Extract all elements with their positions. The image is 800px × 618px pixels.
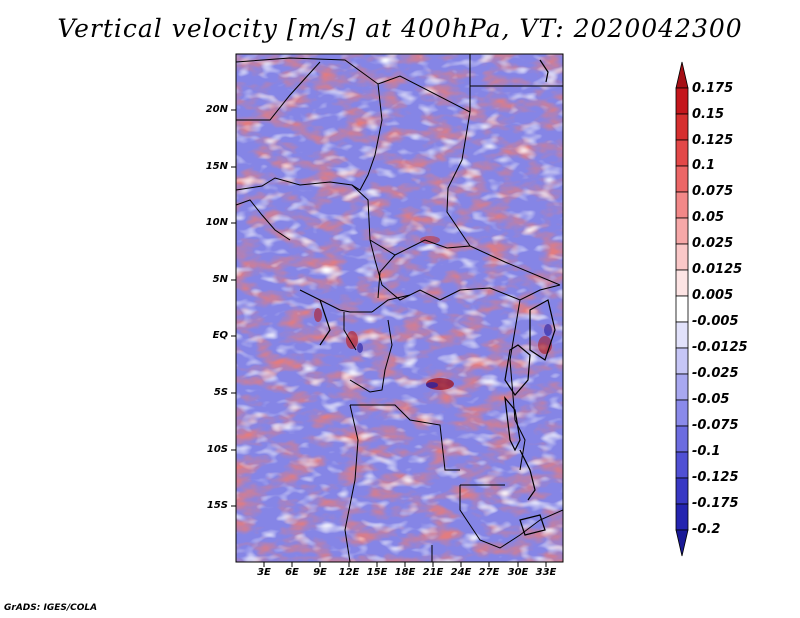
colorbar-label: 0.175 <box>692 81 734 96</box>
colorbar-segment <box>675 269 689 297</box>
colorbar-label: -0.025 <box>692 366 739 381</box>
lon-label-33e: 33E <box>535 567 557 578</box>
velocity-field <box>236 54 563 562</box>
grads-credit: GrADS: IGES/COLA <box>4 603 98 613</box>
lon-label-24e: 24E <box>450 567 472 578</box>
colorbar-segment <box>675 399 689 427</box>
lon-label-18e: 18E <box>394 567 416 578</box>
colorbar-segment <box>675 295 689 323</box>
colorbar-segment <box>675 451 689 479</box>
lat-label-15s: 15S <box>206 500 228 511</box>
lon-label-15e: 15E <box>366 567 388 578</box>
colorbar-label: -0.0125 <box>692 340 748 355</box>
lon-label-30e: 30E <box>507 567 529 578</box>
colorbar-segment <box>675 373 689 401</box>
colorbar-label: 0.005 <box>692 288 734 303</box>
lat-label-10s: 10S <box>206 444 228 455</box>
colorbar-segment <box>675 87 689 115</box>
colorbar-label: 0.125 <box>692 133 734 148</box>
colorbar-segment <box>675 503 689 531</box>
map-frame <box>235 53 564 563</box>
colorbar-segment <box>675 321 689 349</box>
colorbar-label: 0.05 <box>692 210 725 225</box>
strong-downdraft-patches <box>357 324 552 388</box>
colorbar-segment <box>675 347 689 375</box>
lon-label-21e: 21E <box>422 567 444 578</box>
lon-label-12e: 12E <box>338 567 360 578</box>
colorbar-label: -0.175 <box>692 496 739 511</box>
colorbar-label: -0.05 <box>692 392 730 407</box>
colorbar-segment <box>675 217 689 245</box>
colorbar-label: 0.1 <box>692 158 716 173</box>
colorbar-segment <box>675 191 689 219</box>
axis-ticks <box>231 109 547 567</box>
lon-label-9e: 9E <box>313 567 327 578</box>
lon-label-3e: 3E <box>257 567 271 578</box>
lat-label-eq: EQ <box>212 330 228 341</box>
colorbar-top-arrow <box>675 61 689 89</box>
lat-label-5n: 5N <box>212 274 228 285</box>
colorbar-segment <box>675 139 689 167</box>
lat-label-15n: 15N <box>205 161 228 172</box>
colorbar-label: -0.005 <box>692 314 739 329</box>
colorbar-segment <box>675 425 689 453</box>
colorbar-label: 0.025 <box>692 236 734 251</box>
colorbar-label: -0.2 <box>692 522 721 537</box>
colorbar-label: -0.1 <box>692 444 721 459</box>
lat-label-5s: 5S <box>213 387 228 398</box>
colorbar-label: 0.075 <box>692 184 734 199</box>
colorbar-label: 0.0125 <box>692 262 743 277</box>
colorbar-label: -0.125 <box>692 470 739 485</box>
country-boundaries <box>236 54 563 562</box>
map-title: Vertical velocity [m/s] at 400hPa, VT: 2… <box>57 14 743 43</box>
colorbar-segment <box>675 165 689 193</box>
lat-label-20n: 20N <box>205 104 228 115</box>
lakes-coastlines <box>319 59 556 536</box>
colorbar-segment <box>675 477 689 505</box>
lon-label-27e: 27E <box>478 567 500 578</box>
colorbar <box>675 61 689 557</box>
neutral-field-layer <box>236 54 563 562</box>
lat-label-10n: 10N <box>205 217 228 228</box>
colorbar-bottom-arrow <box>675 529 689 557</box>
colorbar-segment <box>675 243 689 271</box>
colorbar-segment <box>675 113 689 141</box>
colorbar-label: -0.075 <box>692 418 739 433</box>
lon-label-6e: 6E <box>285 567 299 578</box>
colorbar-label: 0.15 <box>692 107 725 122</box>
